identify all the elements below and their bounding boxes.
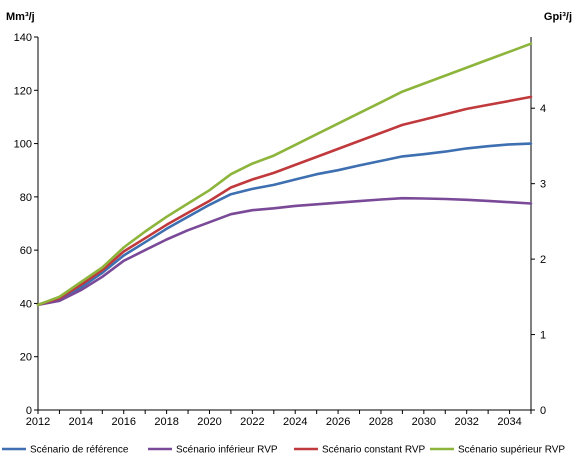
x-tick-label: 2034 (497, 416, 521, 428)
x-axis: 2012 2014 2016 2018 2020 2022 2024 2026 2028 2030… (26, 410, 532, 428)
series-line-3 (36, 42, 533, 307)
legend-label-1: Scénario inférieur RVP (176, 445, 278, 456)
y-right-tick-label: 1 (540, 330, 546, 342)
x-tick-label: 2028 (369, 416, 393, 428)
y-axis-left: 0 20 40 60 80 100 120 140 (14, 32, 38, 417)
y-right-tick-label: 2 (540, 254, 546, 266)
y-right-tick-label: 0 (540, 405, 546, 417)
plot-area (37, 37, 532, 411)
y-left-tick-label: 20 (20, 352, 32, 364)
legend-label-0: Scénario de référence (30, 445, 129, 456)
y-left-tick-label: 80 (20, 192, 32, 204)
x-tick-label: 2018 (154, 416, 178, 428)
series-line-1 (36, 196, 533, 307)
y-left-tick-label: 140 (14, 32, 32, 44)
x-tick-label: 2024 (283, 416, 307, 428)
y-left-tick-label: 60 (20, 245, 32, 257)
y-right-tick-label: 3 (540, 179, 546, 191)
legend: Scénario de référence Scénario inférieur … (2, 445, 565, 456)
x-tick-label: 2014 (69, 416, 93, 428)
legend-label-2: Scénario constant RVP (322, 445, 426, 456)
y-left-tick-label: 100 (14, 139, 32, 151)
y-right-tick-label: 4 (540, 103, 546, 115)
series-lines (36, 42, 533, 307)
series-line-2 (36, 95, 533, 307)
x-tick-label: 2020 (197, 416, 221, 428)
y-axis-right: 0 1 2 3 4 (531, 103, 546, 417)
y-left-tick-label: 40 (20, 298, 32, 310)
y-axis-left-unit: Mm³/j (6, 11, 35, 23)
x-tick-label: 2030 (412, 416, 436, 428)
y-left-tick-label: 120 (14, 85, 32, 97)
series-line-0 (36, 142, 533, 307)
y-axis-right-unit: Gpi³/j (544, 11, 572, 23)
legend-label-3: Scénario supérieur RVP (458, 445, 565, 456)
y-left-tick-label: 0 (26, 405, 32, 417)
x-tick-label: 2016 (111, 416, 135, 428)
x-tick-label: 2026 (326, 416, 350, 428)
x-tick-label: 2012 (26, 416, 50, 428)
x-tick-label: 2032 (454, 416, 478, 428)
x-tick-label: 2022 (240, 416, 264, 428)
